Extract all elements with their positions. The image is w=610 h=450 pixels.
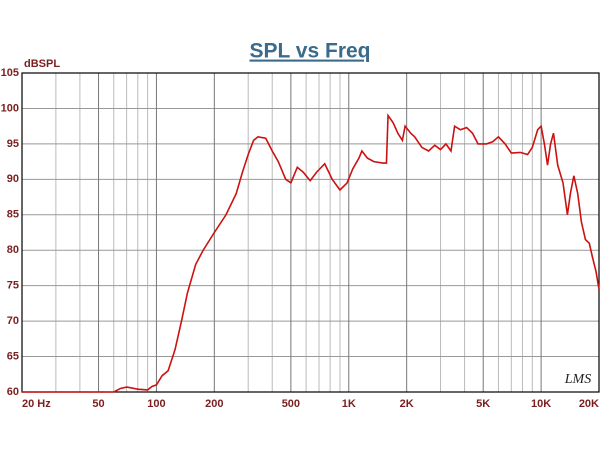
x-tick-label: 10K: [531, 398, 551, 410]
y-tick-label: 60: [7, 386, 19, 398]
x-tick-label: 200: [205, 398, 223, 410]
x-tick-label: 50: [92, 398, 104, 410]
y-tick-label: 85: [7, 209, 19, 221]
plot-border: [21, 72, 600, 393]
x-tick-label: 2K: [400, 398, 414, 410]
y-axis-label: dBSPL: [24, 58, 60, 70]
y-tick-label: 80: [7, 244, 19, 256]
watermark: LMS: [564, 372, 591, 387]
x-tick-label: 20K: [579, 398, 599, 410]
y-tick-label: 100: [1, 102, 19, 114]
y-tick-label: 95: [7, 138, 19, 150]
spl-line: [22, 113, 600, 393]
x-tick-label: 500: [282, 398, 300, 410]
y-tick-label: 70: [7, 315, 19, 327]
chart-title: SPL vs Freq: [250, 40, 371, 63]
x-tick-label: 5K: [476, 398, 490, 410]
x-tick-label: 100: [147, 398, 165, 410]
y-tick-label: 105: [1, 67, 19, 79]
x-tick-label: 1K: [342, 398, 356, 410]
y-tick-label: 65: [7, 350, 19, 362]
x-tick-label: 20 Hz: [22, 398, 51, 410]
y-tick-label: 90: [7, 173, 19, 185]
y-tick-label: 75: [7, 280, 19, 292]
